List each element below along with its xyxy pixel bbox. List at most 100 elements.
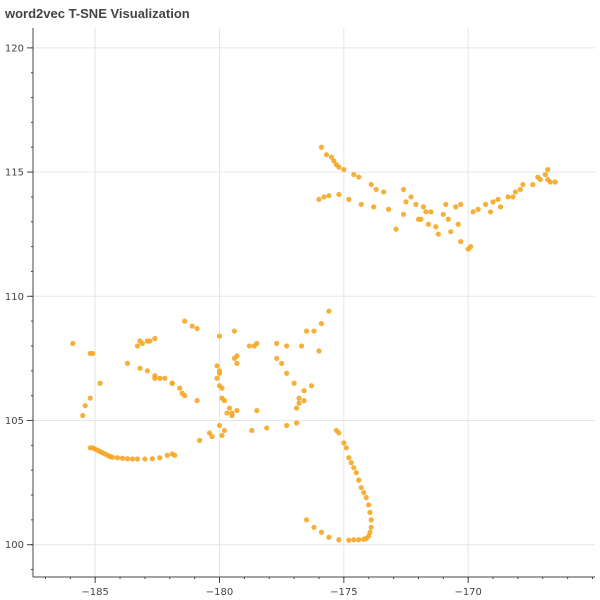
data-point: [214, 363, 220, 369]
data-point: [348, 460, 354, 466]
data-point: [358, 201, 364, 207]
data-point: [221, 427, 228, 434]
data-point: [152, 335, 158, 342]
data-point: [182, 318, 188, 324]
data-point: [149, 456, 155, 462]
data-point: [497, 204, 504, 210]
data-point: [435, 231, 441, 237]
data-point: [234, 360, 240, 366]
data-point: [157, 375, 163, 381]
data-point: [209, 434, 215, 440]
data-point: [490, 199, 496, 205]
chart-title: word2vec T-SNE Visualization: [5, 6, 190, 21]
data-point: [495, 196, 501, 203]
data-point: [458, 239, 464, 245]
data-point: [318, 144, 325, 150]
data-point: [505, 194, 511, 200]
data-point: [231, 328, 238, 334]
data-point: [134, 456, 141, 462]
data-point: [517, 186, 523, 193]
data-point: [512, 189, 519, 195]
data-point: [169, 380, 175, 386]
data-point: [336, 537, 342, 543]
data-point: [328, 154, 335, 160]
data-point: [296, 395, 302, 401]
data-point: [336, 164, 342, 170]
data-point: [510, 194, 516, 200]
data-point: [298, 343, 305, 349]
data-point: [311, 524, 317, 530]
data-point: [137, 338, 143, 344]
data-point: [311, 328, 317, 334]
x-tick-label: −185: [81, 587, 108, 598]
data-point: [552, 179, 558, 185]
data-point: [381, 189, 387, 195]
data-point: [356, 174, 362, 180]
data-point: [318, 529, 325, 535]
x-tick-label: −180: [206, 587, 233, 598]
data-point: [475, 206, 481, 212]
y-tick-label: 120: [5, 43, 24, 54]
data-point: [129, 456, 136, 462]
data-point: [545, 166, 551, 173]
data-point: [351, 465, 357, 471]
data-point: [234, 353, 240, 359]
data-point: [393, 226, 399, 232]
data-point: [216, 370, 223, 376]
data-point: [346, 537, 352, 543]
data-point: [214, 375, 220, 381]
data-point: [90, 350, 96, 357]
data-point: [535, 174, 541, 180]
data-point: [194, 325, 200, 332]
data-point: [433, 224, 439, 230]
data-point: [400, 186, 407, 193]
data-point: [530, 181, 536, 188]
data-point: [296, 400, 302, 406]
data-point: [468, 244, 474, 250]
data-point: [403, 199, 409, 205]
data-point: [284, 370, 290, 376]
data-point: [428, 209, 434, 215]
data-point: [303, 328, 310, 334]
data-point: [413, 201, 419, 207]
data-point: [97, 380, 103, 386]
data-point: [443, 201, 449, 207]
data-point: [162, 375, 168, 381]
data-point: [367, 509, 373, 516]
data-point: [351, 537, 357, 543]
data-point: [301, 388, 307, 394]
data-point: [368, 524, 374, 530]
grid-lines: [33, 28, 595, 577]
data-point: [487, 209, 494, 215]
data-point: [361, 536, 367, 542]
data-point: [440, 211, 446, 217]
data-point: [152, 375, 158, 381]
data-point: [520, 181, 526, 188]
data-point: [124, 360, 131, 366]
axes: −185 −180 −175 −170 100 105 110 115 120: [5, 28, 595, 598]
data-point: [254, 340, 260, 347]
data-point: [279, 360, 285, 366]
data-point: [142, 456, 148, 462]
data-point: [326, 193, 332, 199]
data-point: [351, 171, 357, 178]
data-point: [197, 437, 203, 443]
data-point: [134, 343, 141, 349]
data-point: [423, 209, 429, 215]
data-point: [373, 186, 379, 193]
data-point: [189, 323, 195, 329]
data-point: [226, 405, 233, 411]
data-point: [82, 402, 88, 409]
data-point: [284, 422, 290, 429]
data-point: [336, 191, 342, 198]
data-point: [119, 455, 126, 461]
data-point: [356, 537, 362, 543]
data-point: [144, 368, 150, 374]
data-point: [224, 410, 230, 416]
data-point: [346, 196, 352, 203]
data-point: [229, 412, 235, 419]
data-point: [361, 489, 367, 496]
data-point: [470, 209, 476, 215]
data-point: [408, 194, 414, 200]
data-point: [137, 365, 143, 371]
